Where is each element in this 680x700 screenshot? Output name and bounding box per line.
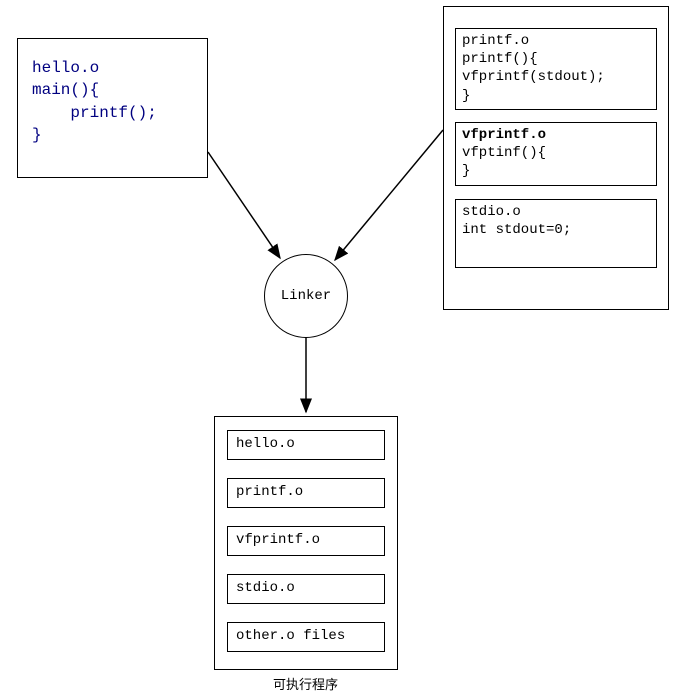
libc-box-1: vfprintf.ovfptinf(){} — [462, 127, 546, 179]
hello-code: hello.omain(){ printf();} — [32, 59, 157, 144]
libc-box-2: stdio.oint stdout=0; — [462, 204, 571, 238]
libc-box-0: printf.oprintf(){vfprintf(stdout);} — [462, 33, 605, 104]
linker-label: Linker — [281, 288, 331, 304]
out-item-2: vfprintf.o — [236, 532, 320, 548]
output-caption: 可执行程序 — [273, 677, 338, 692]
out-item-3: stdio.o — [236, 580, 295, 596]
out-item-1: printf.o — [236, 484, 303, 500]
out-item-0: hello.o — [236, 436, 295, 452]
out-item-4: other.o files — [236, 628, 345, 644]
